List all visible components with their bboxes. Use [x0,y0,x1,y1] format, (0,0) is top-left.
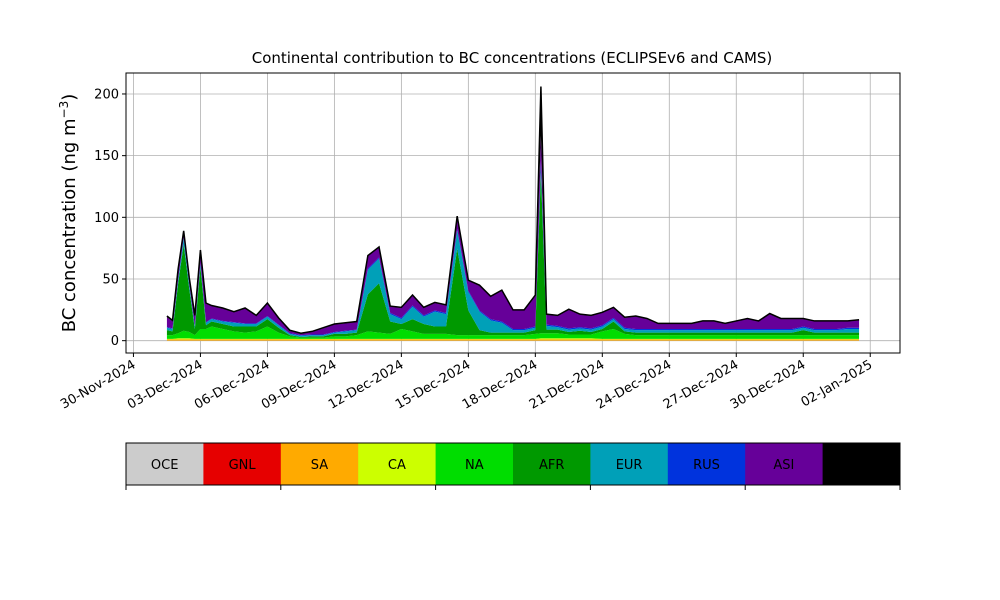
area-na [166,326,860,339]
x-tick-label: 12-Dec-2024 [326,357,406,412]
legend-label-sa: SA [311,458,328,473]
x-tick-label: 21-Dec-2024 [527,357,607,412]
legend-label-oce: OCE [151,458,179,473]
area-asi [166,135,860,336]
legend-colorbar: OCE GNL SA CA NA AFR EUR RUS ASI AUS [125,442,901,490]
y-axis-label: BC concentration (ng m−3) [57,94,80,333]
y-axis-label-superscript: −3 [57,101,71,119]
legend-swatch-afr [513,443,591,485]
legend-label-rus: RUS [693,458,720,473]
area-ca [166,338,860,340]
legend-swatch-gnl [203,443,282,485]
x-tick-label: 18-Dec-2024 [460,357,540,412]
y-tick-label: 100 [94,211,119,226]
legend-swatch-ca [358,443,437,485]
y-axis-ticks: 0 50 100 150 200 [94,87,126,349]
total-outline [166,86,860,335]
x-tick-label: 06-Dec-2024 [192,357,272,412]
x-tick-label: 27-Dec-2024 [661,357,741,412]
x-tick-label: 15-Dec-2024 [393,357,473,412]
x-tick-label: 24-Dec-2024 [594,357,674,412]
y-tick-label: 0 [111,334,119,349]
x-tick-label: 30-Nov-2024 [58,357,138,412]
legend-swatch-eur [590,443,669,485]
legend-label-eur: EUR [616,458,643,473]
legend-swatch-sa [280,443,359,485]
x-tick-label: 09-Dec-2024 [259,357,339,412]
x-tick-label: 30-Dec-2024 [728,357,808,412]
chart-title: Continental contribution to BC concentra… [252,49,773,67]
y-axis-label-close: ) [59,94,80,101]
legend-frame [125,442,901,486]
x-tick-label: 02-Jan-2025 [799,357,876,410]
x-axis-ticks: 30-Nov-202403-Dec-202406-Dec-202409-Dec-… [58,353,875,413]
legend-label-afr: AFR [539,458,564,473]
legend-swatch-oce [126,443,204,485]
legend-label-gnl: GNL [229,458,257,473]
plot-area: 0 50 100 150 200 30-Nov-202403-Dec-202406-De… [58,72,901,413]
legend-swatch-na [435,443,514,485]
plot-background [126,73,900,353]
y-tick-label: 200 [94,87,119,102]
legend-label-ca: CA [388,458,406,473]
area-sa [166,339,860,341]
legend-swatch-rus [667,443,746,485]
legend-label-aus: AUS [848,458,875,473]
x-tick-label: 03-Dec-2024 [125,357,205,412]
y-tick-label: 150 [94,149,119,164]
y-tick-label: 50 [102,272,119,287]
legend-label-na: NA [465,458,484,473]
legend-label-asi: ASI [773,458,794,473]
y-axis-label-main: BC concentration (ng m [59,118,80,332]
stacked-areas [166,86,860,341]
legend-swatch-aus [822,443,901,485]
legend-swatch-asi [745,443,824,485]
plot-frame [125,72,901,354]
